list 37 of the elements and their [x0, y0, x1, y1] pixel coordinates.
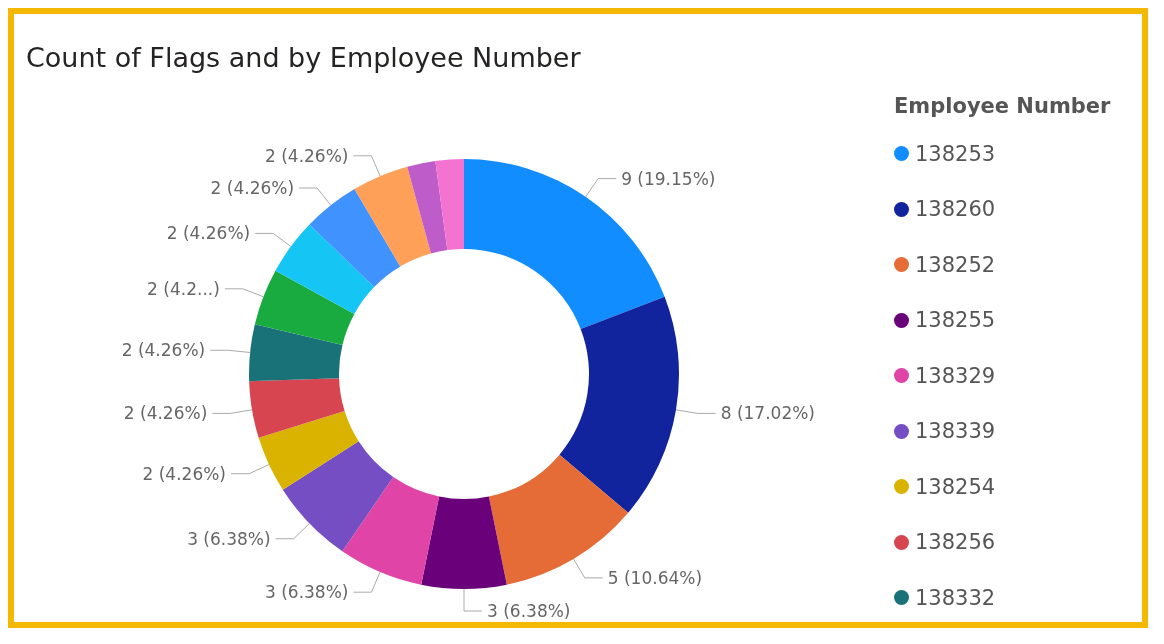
legend-label: 138253	[914, 140, 997, 168]
data-label: 2 (4.26%)	[264, 145, 349, 166]
data-label: 8 (17.02%)	[720, 403, 816, 424]
legend-label: 138329	[914, 362, 997, 390]
data-label: 2 (4.2...)	[147, 278, 220, 299]
donut-slice	[249, 324, 343, 382]
legend-label: 138256	[914, 529, 997, 557]
data-label: 3 (6.38%)	[487, 600, 571, 621]
data-label: 2 (4.26%)	[142, 463, 227, 484]
legend-title: Employee Number	[894, 94, 1111, 118]
legend-label: 138339	[914, 418, 997, 446]
donut-slice	[354, 166, 431, 267]
legend-label: 138332	[914, 584, 997, 612]
donut-slice	[254, 270, 355, 346]
legend-label: 138254	[914, 473, 997, 501]
data-label: 2 (4.26%)	[210, 177, 295, 198]
legend-label: 138255	[914, 307, 997, 335]
data-label: 9 (19.15%)	[621, 168, 716, 189]
data-label: 3 (6.38%)	[187, 528, 271, 549]
data-label: 5 (10.64%)	[607, 567, 703, 588]
donut-slice	[258, 411, 359, 490]
data-label: 2 (4.26%)	[166, 223, 251, 244]
donut-slice	[282, 441, 394, 552]
donut-slice	[559, 296, 679, 513]
donut-slice	[407, 160, 448, 254]
donut-slice	[342, 477, 440, 585]
donut-slice	[421, 496, 507, 589]
donut-slice	[435, 159, 464, 251]
legend-label: 138252	[914, 251, 997, 279]
donut-slice	[249, 378, 345, 438]
data-label: 3 (6.38%)	[264, 582, 349, 603]
donut-slice	[275, 224, 375, 314]
legend-label: 138260	[914, 196, 997, 224]
data-label: 2 (4.26%)	[123, 403, 208, 424]
donut-slice	[309, 189, 401, 288]
data-label: 2 (4.26%)	[121, 340, 206, 361]
chart-title: Count of Flags and by Employee Number	[26, 42, 581, 73]
